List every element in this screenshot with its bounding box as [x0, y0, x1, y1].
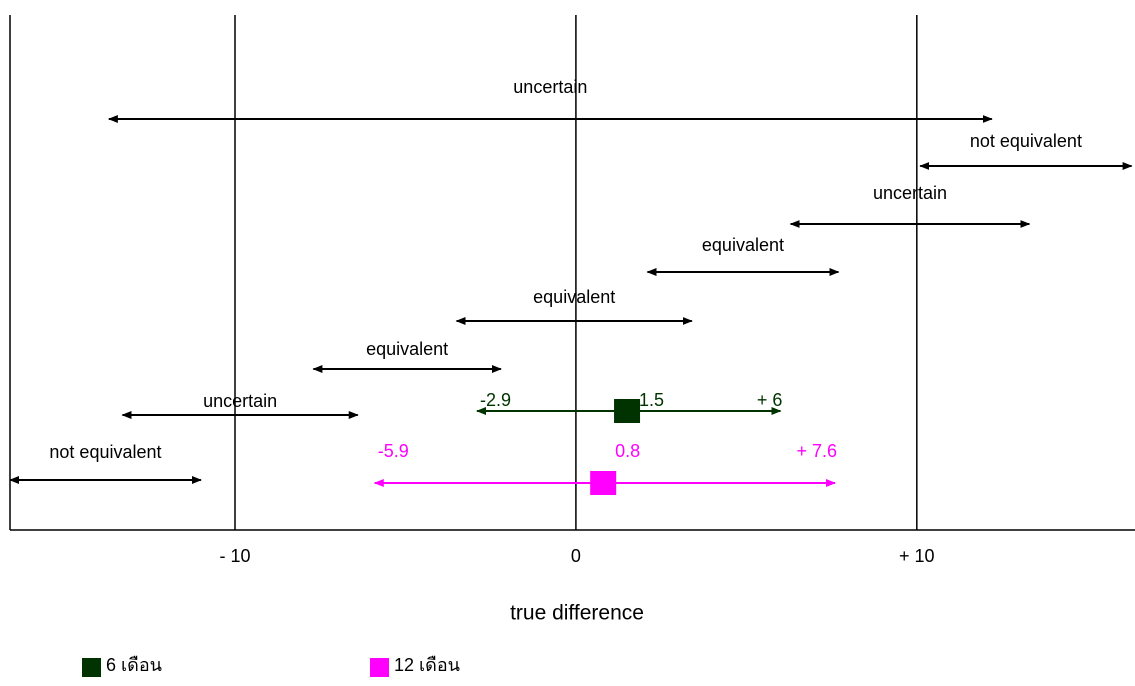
value-label: 0.8: [615, 441, 640, 461]
point-estimate: [614, 399, 640, 423]
legend-label: 6 เดือน: [106, 655, 162, 675]
value-label: -2.9: [480, 390, 511, 410]
interval-label: equivalent: [366, 339, 448, 359]
interval-label: equivalent: [533, 287, 615, 307]
legend-swatch: [370, 658, 389, 677]
interval-label: equivalent: [702, 235, 784, 255]
interval-label: uncertain: [513, 77, 587, 97]
legend-label: 12 เดือน: [394, 655, 460, 675]
interval-label: uncertain: [203, 391, 277, 411]
legend-swatch: [82, 658, 101, 677]
x-tick-label: - 10: [219, 546, 250, 566]
x-tick-label: 0: [571, 546, 581, 566]
value-label: 1.5: [639, 390, 664, 410]
chart: true difference - 10 0 + 10 uncertain not eq…: [0, 0, 1135, 686]
interval-label: not equivalent: [970, 131, 1082, 151]
x-axis-title: true difference: [510, 602, 644, 625]
interval-label: not equivalent: [49, 442, 161, 462]
value-label: + 7.6: [796, 441, 837, 461]
point-estimate: [590, 471, 616, 495]
value-label: -5.9: [378, 441, 409, 461]
interval-label: uncertain: [873, 183, 947, 203]
x-tick-label: + 10: [899, 546, 935, 566]
value-label: + 6: [757, 390, 783, 410]
